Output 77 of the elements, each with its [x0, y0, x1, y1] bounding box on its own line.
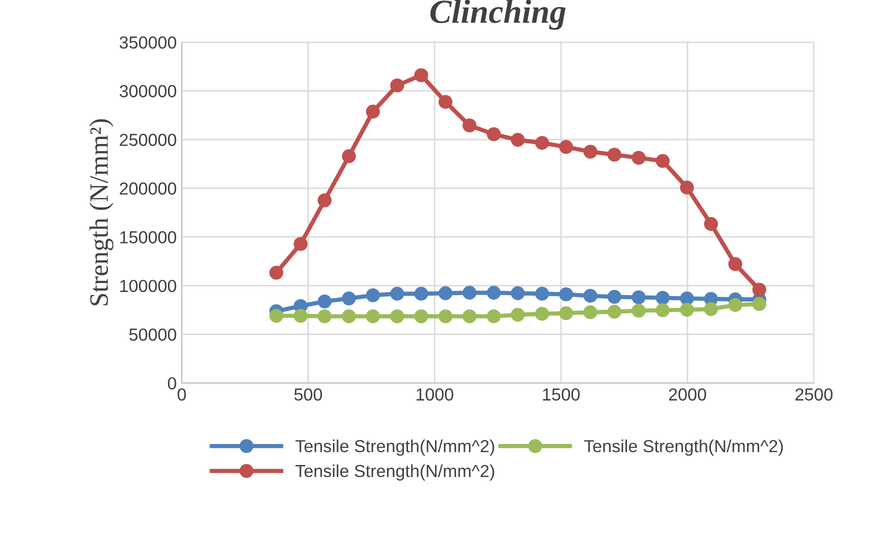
point: [632, 304, 646, 318]
point: [366, 104, 380, 119]
legend-label: Tensile Strength(N/mm^2): [295, 464, 494, 481]
point: [656, 154, 670, 168]
point: [704, 302, 718, 316]
point: [680, 180, 694, 195]
x-tick-label: 2000: [669, 388, 706, 401]
point: [414, 286, 428, 301]
point: [583, 288, 598, 303]
point: [318, 193, 332, 208]
point: [342, 309, 356, 324]
point: [583, 144, 598, 159]
point: [342, 291, 356, 306]
x-tick-label: 2500: [795, 388, 833, 401]
x-tick-label: 500: [294, 388, 322, 401]
y-tick-label: 300000: [120, 85, 176, 98]
point: [486, 127, 501, 142]
point: [318, 294, 332, 308]
point: [462, 118, 476, 132]
point: [462, 286, 476, 300]
y-tick-label: 100000: [120, 280, 176, 292]
point: [486, 309, 501, 324]
point: [632, 290, 646, 304]
point: [486, 286, 501, 300]
point: [607, 290, 622, 304]
x-tick-label: 1500: [543, 388, 580, 401]
y-tick-label: 200000: [120, 182, 176, 195]
point: [414, 68, 428, 82]
point: [559, 287, 574, 302]
point: [704, 217, 718, 231]
point: [390, 286, 404, 301]
point: [438, 309, 452, 324]
point: [366, 288, 380, 302]
y-axis-title: Strength (N/mm²): [89, 119, 114, 306]
point: [535, 286, 550, 301]
point: [414, 309, 428, 324]
point: [462, 309, 476, 324]
point: [510, 132, 525, 147]
point: [438, 286, 452, 300]
point: [632, 150, 646, 165]
point: [342, 149, 356, 164]
point: [366, 309, 380, 324]
point: [294, 308, 308, 323]
point: [607, 148, 622, 162]
y-tick-label: 50000: [129, 328, 176, 341]
point: [583, 305, 598, 320]
y-tick-label: 0: [168, 377, 176, 390]
point: [294, 237, 308, 251]
point: [680, 302, 694, 317]
point: [656, 303, 670, 318]
legend-label: Tensile Strength(N/mm^2): [295, 440, 494, 456]
point: [269, 308, 284, 323]
point: [390, 309, 404, 324]
point: [728, 257, 742, 271]
point: [752, 282, 766, 297]
point: [535, 136, 550, 150]
y-tick-label: 250000: [120, 134, 176, 146]
y-tick-label: 350000: [120, 36, 176, 49]
y-tick-label: 150000: [120, 231, 176, 244]
point: [728, 298, 742, 312]
point: [656, 290, 670, 305]
point: [607, 304, 622, 319]
point: [752, 297, 766, 311]
legend-label: Tensile Strength(N/mm^2): [584, 440, 783, 456]
point: [269, 266, 284, 280]
point: [510, 308, 525, 322]
x-tick-label: 0: [178, 388, 186, 401]
x-tick-label: 1000: [416, 388, 454, 401]
point: [680, 291, 694, 306]
point: [390, 78, 404, 92]
point: [510, 286, 525, 300]
point: [535, 306, 550, 321]
point: [559, 140, 574, 154]
chart-title: Clinching: [430, 0, 566, 30]
point: [318, 309, 332, 324]
point: [438, 94, 452, 109]
point: [559, 306, 574, 320]
